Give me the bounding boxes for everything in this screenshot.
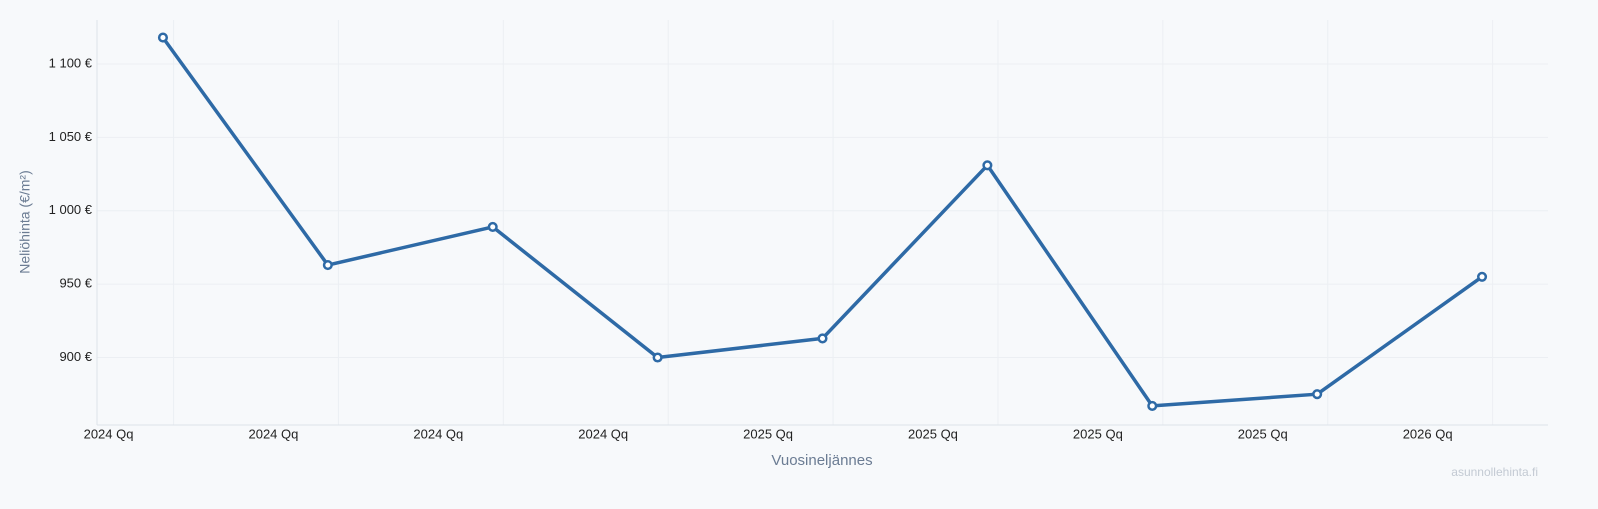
y-tick-label: 1 000 € [49,202,93,217]
x-axis-title: Vuosineljännes [771,452,872,469]
point [1476,271,1488,282]
y-tick-label: 1 100 € [49,55,93,70]
point [322,260,333,271]
x-tick-label: 2025 Qq [908,426,958,441]
y-tick-label: 950 € [59,276,92,291]
point [157,32,169,43]
point [1147,400,1158,411]
x-tick-label: 2024 Qq [248,426,298,441]
x-tick-label: 2024 Qq [413,426,463,441]
point [652,352,663,363]
x-tick-label: 2024 Qq [578,426,628,441]
point [982,160,993,171]
y-axis-title: Neliöhinta (€/m²) [17,170,33,273]
watermark: asunnollehinta.fi [1451,465,1538,479]
x-tick-label: 2025 Qq [743,426,793,441]
y-tick-label: 900 € [59,349,92,364]
point [1312,389,1323,400]
x-tick-label: 2024 Qq [84,426,134,441]
point [487,221,498,232]
y-tick-label: 1 050 € [49,129,93,144]
x-tick-label: 2025 Qq [1073,426,1123,441]
x-tick-label: 2025 Qq [1238,426,1288,441]
x-tick-label: 2026 Qq [1403,426,1453,441]
point [817,333,828,344]
